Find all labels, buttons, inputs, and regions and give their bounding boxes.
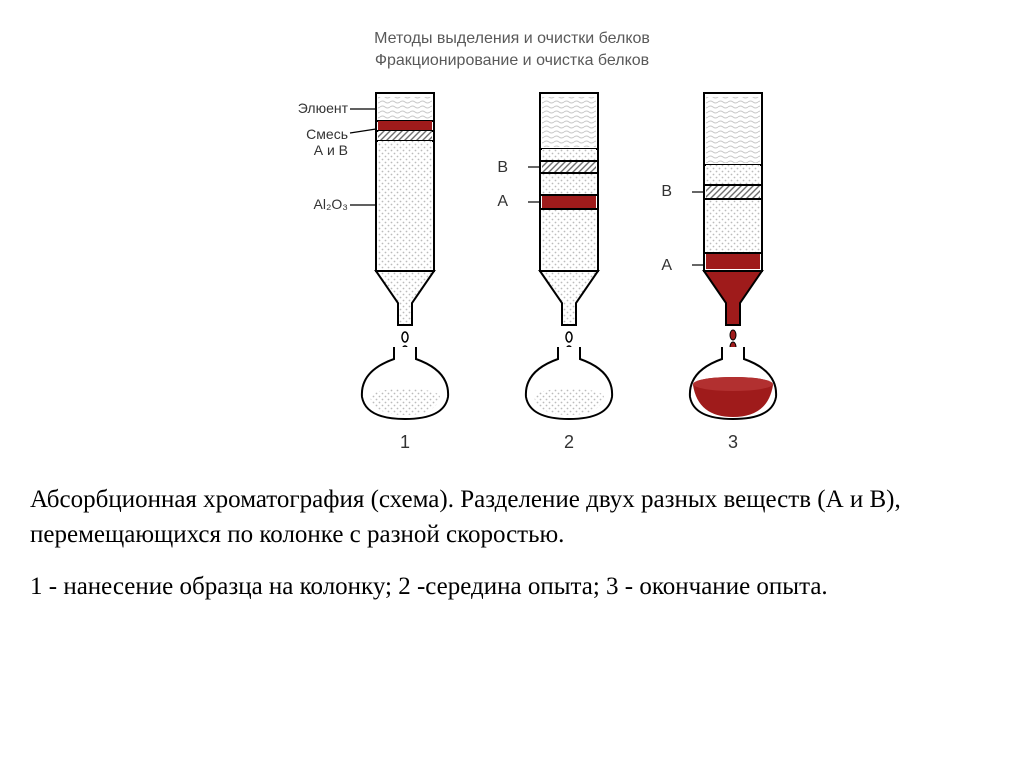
column-1-number: 1: [330, 432, 480, 453]
col3-label-A: А: [652, 257, 672, 275]
column-1-svg: [330, 89, 480, 429]
title-line-2: Фракционирование и очистка белков: [0, 50, 1024, 72]
column-3-number: 3: [658, 432, 808, 453]
chromatography-diagram: Элюент Смесь А и В Al₂O₃: [242, 89, 782, 469]
column-2: В А 2: [494, 89, 644, 449]
column-2-svg: [494, 89, 644, 429]
title-line-1: Методы выделения и очистки белков: [0, 28, 1024, 50]
column-3-svg: [658, 89, 808, 429]
column-1: 1: [330, 89, 480, 449]
col2-label-A: А: [488, 193, 508, 211]
column-3: В А 3: [658, 89, 808, 449]
col2-label-B: В: [488, 159, 508, 177]
title-block: Методы выделения и очистки белков Фракци…: [0, 0, 1024, 71]
caption-block: Абсорбционная хроматография (схема). Раз…: [0, 469, 1024, 605]
col3-label-B: В: [652, 183, 672, 201]
caption-paragraph-1: Абсорбционная хроматография (схема). Раз…: [30, 483, 994, 552]
column-2-number: 2: [494, 432, 644, 453]
caption-paragraph-2: 1 - нанесение образца на колонку; 2 -сер…: [30, 570, 994, 605]
